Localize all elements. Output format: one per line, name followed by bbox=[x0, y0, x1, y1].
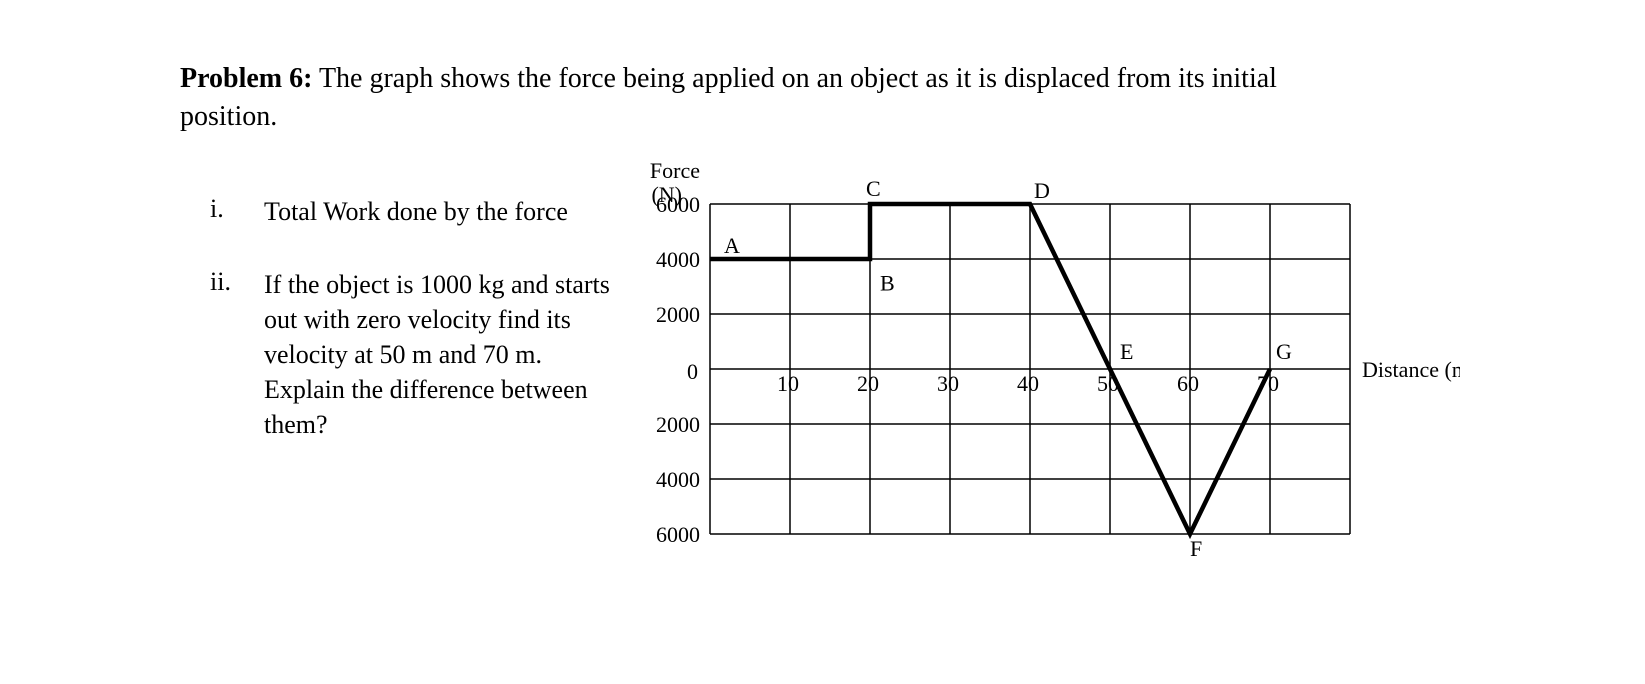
point-label: F bbox=[1190, 536, 1202, 561]
question-text: Total Work done by the force bbox=[264, 194, 568, 229]
x-axis-title: Distance (m) bbox=[1362, 357, 1460, 382]
question-number: ii. bbox=[210, 267, 264, 442]
y-tick-label: 2000 bbox=[656, 302, 700, 327]
x-tick-label: 60 bbox=[1177, 371, 1199, 396]
problem-heading: Problem 6: The graph shows the force bei… bbox=[180, 60, 1280, 136]
point-label: B bbox=[880, 270, 895, 295]
point-label: E bbox=[1120, 339, 1133, 364]
y-tick-label: 4000 bbox=[656, 467, 700, 492]
x-tick-label: 50 bbox=[1097, 371, 1119, 396]
x-tick-label: 20 bbox=[857, 371, 879, 396]
question-text: If the object is 1000 kg and starts out … bbox=[264, 267, 624, 442]
y-axis-title: Force bbox=[650, 158, 700, 183]
problem-label: Problem 6: bbox=[180, 63, 312, 94]
question-number: i. bbox=[210, 194, 264, 229]
x-tick-label: 10 bbox=[777, 371, 799, 396]
y-tick-label: 6000 bbox=[656, 522, 700, 547]
chart-svg: A B C D E F G 10 20 30 40 50 60 70 0 2000 4000 6000 2000 40… bbox=[640, 144, 1460, 614]
question-item: i. Total Work done by the force bbox=[210, 194, 640, 229]
y-tick-label: 2000 bbox=[656, 412, 700, 437]
y-axis-unit: (N) bbox=[651, 182, 682, 207]
problem-text: The graph shows the force being applied … bbox=[180, 63, 1277, 132]
force-distance-chart: A B C D E F G 10 20 30 40 50 60 70 0 2000 4000 6000 2000 40… bbox=[640, 144, 1465, 614]
point-label: D bbox=[1034, 178, 1050, 203]
x-tick-label: 70 bbox=[1257, 371, 1279, 396]
y-tick-label: 4000 bbox=[656, 247, 700, 272]
point-label: C bbox=[866, 176, 881, 201]
question-item: ii. If the object is 1000 kg and starts … bbox=[210, 267, 640, 442]
question-list: i. Total Work done by the force ii. If t… bbox=[180, 144, 640, 614]
x-tick-label: 40 bbox=[1017, 371, 1039, 396]
point-label: G bbox=[1276, 339, 1292, 364]
point-label: A bbox=[724, 233, 740, 258]
x-tick-label: 30 bbox=[937, 371, 959, 396]
x-tick-label: 0 bbox=[687, 359, 698, 384]
